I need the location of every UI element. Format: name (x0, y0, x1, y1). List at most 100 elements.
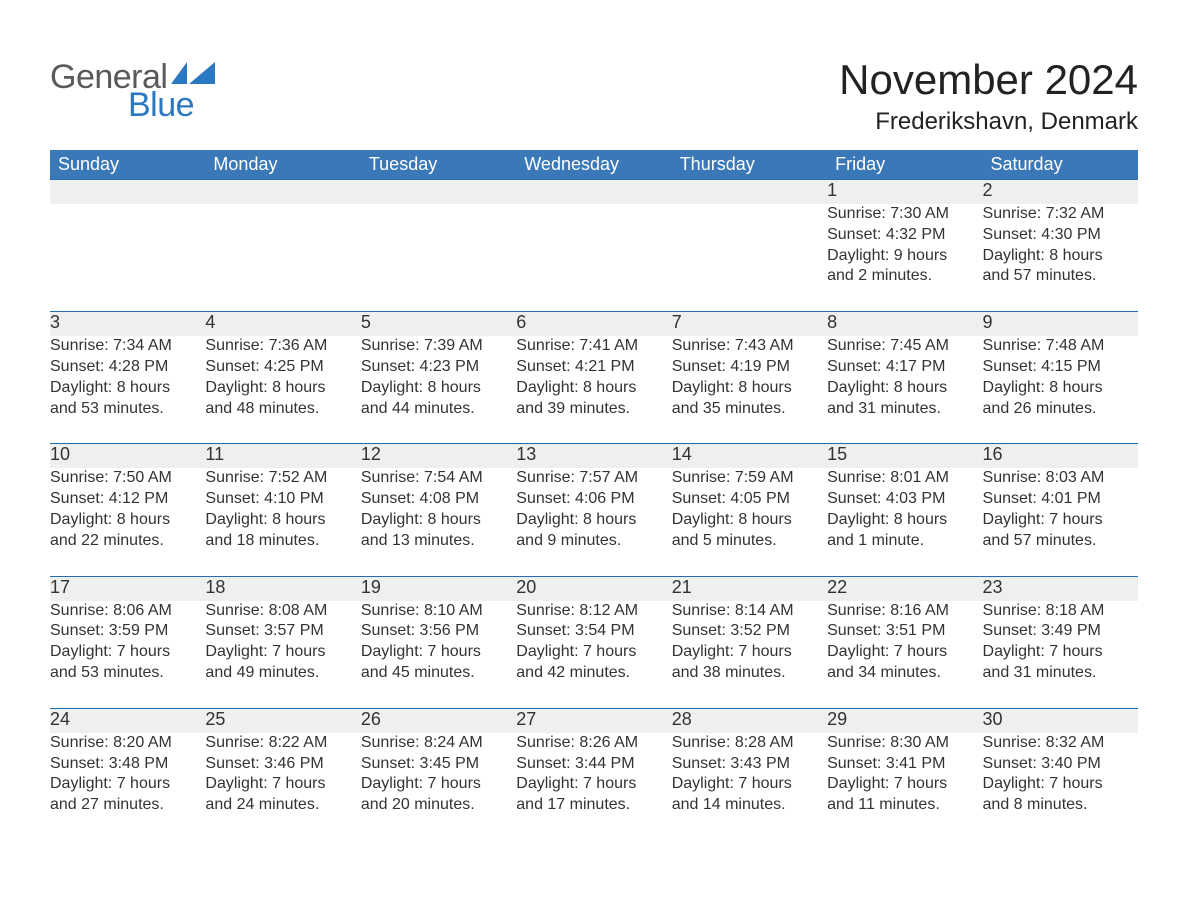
sunset: Sunset: 3:40 PM (983, 754, 1138, 775)
day-number: 25 (205, 708, 360, 733)
daylight-line2: and 53 minutes. (50, 663, 205, 684)
daylight-line2: and 17 minutes. (516, 795, 671, 816)
daylight-line1: Daylight: 7 hours (361, 774, 516, 795)
daylight-line1: Daylight: 7 hours (516, 774, 671, 795)
day-cell: Sunrise: 7:43 AMSunset: 4:19 PMDaylight:… (672, 336, 827, 419)
day-cell: Sunrise: 7:54 AMSunset: 4:08 PMDaylight:… (361, 468, 516, 551)
sunset: Sunset: 3:45 PM (361, 754, 516, 775)
sunset: Sunset: 4:15 PM (983, 357, 1138, 378)
daylight-line1: Daylight: 8 hours (672, 378, 827, 399)
day-cell: Sunrise: 8:30 AMSunset: 3:41 PMDaylight:… (827, 733, 982, 816)
daylight-line2: and 31 minutes. (983, 663, 1138, 684)
sunrise: Sunrise: 8:12 AM (516, 601, 671, 622)
daylight-line1: Daylight: 8 hours (827, 510, 982, 531)
week-spacer (50, 552, 1138, 577)
day-number: 23 (983, 576, 1138, 601)
day-number: 21 (672, 576, 827, 601)
sunrise: Sunrise: 7:57 AM (516, 468, 671, 489)
detail-row: Sunrise: 7:50 AMSunset: 4:12 PMDaylight:… (50, 468, 1138, 551)
daylight-line1: Daylight: 7 hours (361, 642, 516, 663)
sunset: Sunset: 4:23 PM (361, 357, 516, 378)
day-number: 14 (672, 444, 827, 469)
day-number: 18 (205, 576, 360, 601)
day-cell: Sunrise: 8:08 AMSunset: 3:57 PMDaylight:… (205, 601, 360, 684)
daylight-line1: Daylight: 8 hours (516, 378, 671, 399)
weekday-header: Thursday (672, 150, 827, 180)
daylight-line1: Daylight: 7 hours (672, 642, 827, 663)
sunrise: Sunrise: 8:01 AM (827, 468, 982, 489)
sunrise: Sunrise: 7:45 AM (827, 336, 982, 357)
flag-icon (171, 62, 215, 88)
blank-day (516, 180, 671, 205)
day-cell: Sunrise: 7:48 AMSunset: 4:15 PMDaylight:… (983, 336, 1138, 419)
sunrise: Sunrise: 7:48 AM (983, 336, 1138, 357)
sunrise: Sunrise: 8:32 AM (983, 733, 1138, 754)
sunrise: Sunrise: 7:52 AM (205, 468, 360, 489)
day-cell: Sunrise: 7:52 AMSunset: 4:10 PMDaylight:… (205, 468, 360, 551)
weekday-header: Wednesday (516, 150, 671, 180)
daylight-line2: and 24 minutes. (205, 795, 360, 816)
header: General Blue November 2024 Frederikshavn… (50, 40, 1138, 136)
daylight-line1: Daylight: 8 hours (361, 510, 516, 531)
page-title: November 2024 (839, 56, 1138, 104)
daylight-line1: Daylight: 7 hours (827, 774, 982, 795)
day-number: 16 (983, 444, 1138, 469)
daylight-line2: and 45 minutes. (361, 663, 516, 684)
daylight-line1: Daylight: 8 hours (205, 510, 360, 531)
weekday-header: Sunday (50, 150, 205, 180)
day-number: 1 (827, 180, 982, 205)
daylight-line2: and 31 minutes. (827, 399, 982, 420)
blank-cell (516, 204, 671, 287)
sunset: Sunset: 4:25 PM (205, 357, 360, 378)
daylight-line2: and 27 minutes. (50, 795, 205, 816)
day-number: 20 (516, 576, 671, 601)
sunrise: Sunrise: 8:26 AM (516, 733, 671, 754)
daylight-line1: Daylight: 8 hours (672, 510, 827, 531)
day-cell: Sunrise: 8:24 AMSunset: 3:45 PMDaylight:… (361, 733, 516, 816)
day-number: 6 (516, 312, 671, 337)
day-number: 9 (983, 312, 1138, 337)
sunrise: Sunrise: 8:14 AM (672, 601, 827, 622)
week-spacer (50, 684, 1138, 709)
sunrise: Sunrise: 7:36 AM (205, 336, 360, 357)
daylight-line1: Daylight: 7 hours (50, 642, 205, 663)
weekday-header-row: Sunday Monday Tuesday Wednesday Thursday… (50, 150, 1138, 180)
detail-row: Sunrise: 7:30 AMSunset: 4:32 PMDaylight:… (50, 204, 1138, 287)
daylight-line1: Daylight: 8 hours (827, 378, 982, 399)
sunrise: Sunrise: 8:30 AM (827, 733, 982, 754)
day-number: 27 (516, 708, 671, 733)
blank-day (672, 180, 827, 205)
detail-row: Sunrise: 8:20 AMSunset: 3:48 PMDaylight:… (50, 733, 1138, 816)
daylight-line1: Daylight: 8 hours (205, 378, 360, 399)
daylight-line2: and 9 minutes. (516, 531, 671, 552)
daylight-line2: and 26 minutes. (983, 399, 1138, 420)
sunset: Sunset: 3:56 PM (361, 621, 516, 642)
day-number: 30 (983, 708, 1138, 733)
daylight-line2: and 2 minutes. (827, 266, 982, 287)
daylight-line1: Daylight: 7 hours (516, 642, 671, 663)
sunset: Sunset: 4:21 PM (516, 357, 671, 378)
daylight-line2: and 22 minutes. (50, 531, 205, 552)
daylight-line1: Daylight: 7 hours (827, 642, 982, 663)
daylight-line2: and 53 minutes. (50, 399, 205, 420)
daynum-row: 17181920212223 (50, 576, 1138, 601)
sunset: Sunset: 4:19 PM (672, 357, 827, 378)
sunrise: Sunrise: 7:34 AM (50, 336, 205, 357)
sunrise: Sunrise: 7:59 AM (672, 468, 827, 489)
weekday-header: Tuesday (361, 150, 516, 180)
day-cell: Sunrise: 8:26 AMSunset: 3:44 PMDaylight:… (516, 733, 671, 816)
day-number: 15 (827, 444, 982, 469)
sunrise: Sunrise: 7:39 AM (361, 336, 516, 357)
day-cell: Sunrise: 7:45 AMSunset: 4:17 PMDaylight:… (827, 336, 982, 419)
calendar-body: 12Sunrise: 7:30 AMSunset: 4:32 PMDayligh… (50, 180, 1138, 816)
daylight-line2: and 20 minutes. (361, 795, 516, 816)
day-cell: Sunrise: 8:28 AMSunset: 3:43 PMDaylight:… (672, 733, 827, 816)
blank-cell (361, 204, 516, 287)
logo-word2: Blue (128, 88, 215, 122)
daylight-line2: and 57 minutes. (983, 266, 1138, 287)
sunset: Sunset: 4:05 PM (672, 489, 827, 510)
daylight-line2: and 8 minutes. (983, 795, 1138, 816)
daynum-row: 3456789 (50, 312, 1138, 337)
weekday-header: Monday (205, 150, 360, 180)
week-spacer (50, 419, 1138, 444)
